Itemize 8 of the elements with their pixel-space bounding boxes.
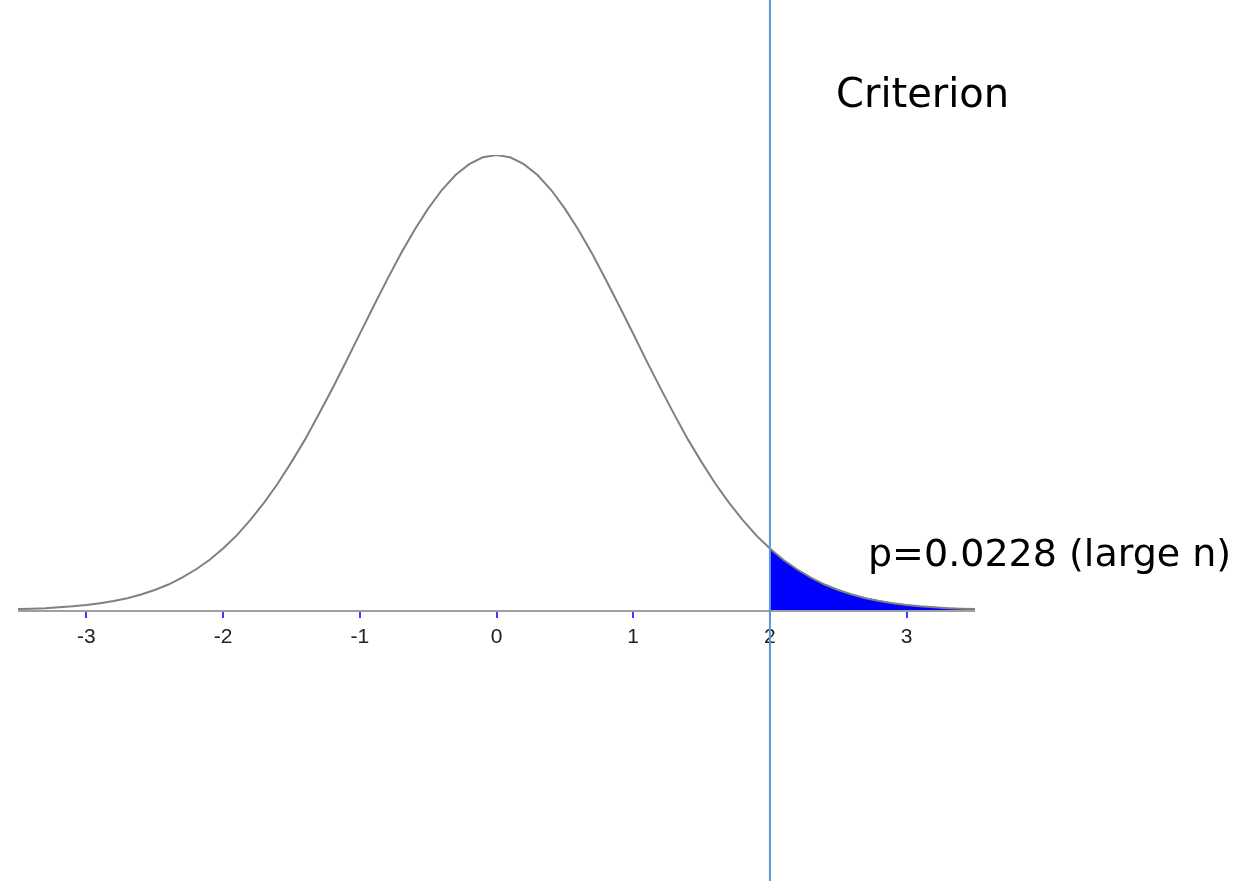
x-tick-label: 1 — [627, 624, 640, 648]
x-tick-label: -1 — [350, 624, 370, 648]
x-tick-label: 0 — [490, 624, 503, 648]
ref-line-label: Criterion — [836, 70, 1010, 116]
x-tick-label: 3 — [900, 624, 913, 648]
x-tick-label: -2 — [213, 624, 233, 648]
annotation: p=0.0228 (large n) — [868, 531, 1232, 575]
x-tick-label: -3 — [77, 624, 96, 648]
